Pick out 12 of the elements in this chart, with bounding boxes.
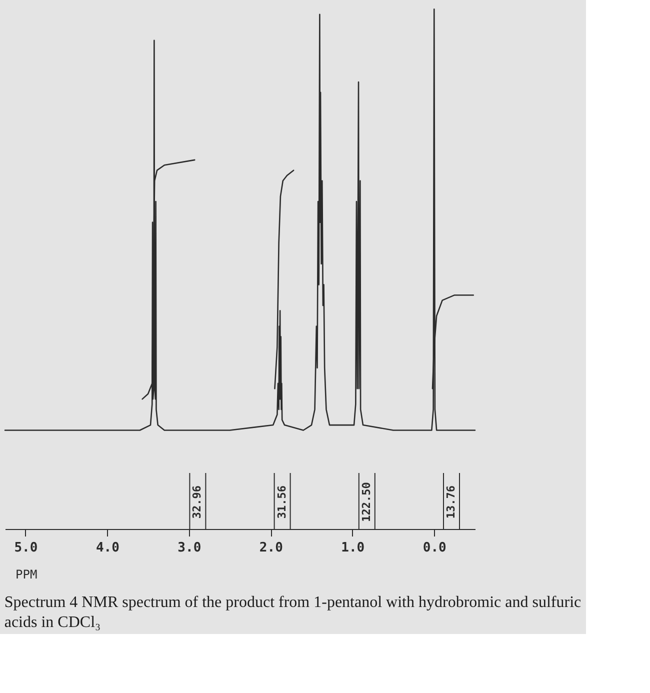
x-tick-label: 3.0 [178,540,202,556]
annotation: 13.76 [444,485,458,519]
x-tick-label: 2.0 [259,540,284,556]
text: Spectrum 4 NMR spectrum of the product from 1-pentanol with hydrobromic and sulfuric acids in CDCl₃ [4,594,582,631]
annotation: 31.56 [275,485,288,519]
x-axis-title: PPM [16,568,38,582]
x-tick-label: 0.0 [422,540,447,556]
annotation: 122.50 [360,482,373,522]
x-tick-label: 1.0 [341,540,365,556]
annotation: 32.96 [190,485,204,519]
x-tick-label: 4.0 [96,540,120,556]
x-tick-label: 5.0 [14,540,38,556]
